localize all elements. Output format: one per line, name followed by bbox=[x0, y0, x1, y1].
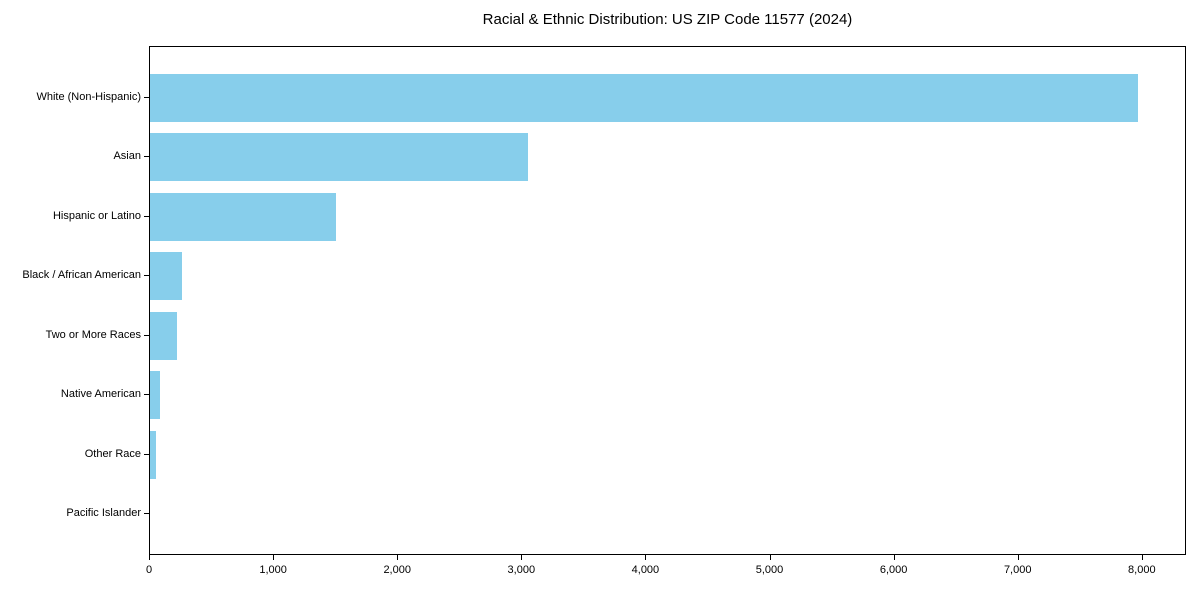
y-tick-label: Other Race bbox=[84, 447, 141, 460]
y-tick-label: Black / African American bbox=[22, 269, 141, 282]
plot-area bbox=[149, 46, 1186, 555]
x-tick-mark bbox=[273, 555, 275, 560]
chart-title: Racial & Ethnic Distribution: US ZIP Cod… bbox=[482, 11, 853, 28]
bar bbox=[150, 371, 160, 420]
y-tick-mark bbox=[144, 275, 149, 277]
bar bbox=[150, 133, 528, 182]
y-tick-mark bbox=[144, 453, 149, 455]
x-tick-label: 6,000 bbox=[879, 564, 908, 576]
x-tick-label: 1,000 bbox=[259, 564, 287, 576]
x-tick-mark bbox=[893, 555, 895, 560]
y-tick-label: Hispanic or Latino bbox=[52, 209, 141, 222]
x-tick-label: 4,000 bbox=[631, 564, 660, 576]
x-tick-label: 0 bbox=[145, 564, 153, 576]
x-tick-mark bbox=[149, 555, 150, 560]
x-tick-mark bbox=[1141, 555, 1143, 560]
y-tick-label: Two or More Races bbox=[45, 328, 141, 341]
x-tick-label: 7,000 bbox=[1003, 564, 1032, 576]
y-tick-mark bbox=[144, 513, 149, 514]
y-tick-mark bbox=[144, 97, 149, 98]
y-tick-label: Native American bbox=[60, 388, 141, 401]
x-tick-mark bbox=[521, 555, 523, 560]
y-tick-mark bbox=[144, 156, 149, 158]
y-tick-label: Asian bbox=[113, 150, 141, 163]
y-tick-label: White (Non-Hispanic) bbox=[36, 91, 141, 103]
x-tick-label: 2,000 bbox=[383, 564, 411, 576]
bar bbox=[150, 430, 156, 479]
bar bbox=[150, 192, 337, 241]
x-tick-label: 3,000 bbox=[507, 564, 536, 576]
y-tick-label: Pacific Islander bbox=[66, 507, 141, 519]
y-tick-mark bbox=[144, 394, 149, 396]
bar bbox=[150, 311, 178, 360]
y-tick-mark bbox=[144, 215, 149, 217]
x-tick-mark bbox=[397, 555, 399, 560]
x-tick-mark bbox=[769, 555, 771, 560]
bar bbox=[150, 74, 1138, 122]
bar bbox=[150, 252, 183, 301]
x-tick-mark bbox=[1017, 555, 1019, 560]
x-tick-mark bbox=[645, 555, 647, 560]
x-tick-label: 8,000 bbox=[1128, 564, 1156, 576]
x-tick-label: 5,000 bbox=[755, 564, 784, 576]
y-tick-mark bbox=[144, 334, 149, 336]
